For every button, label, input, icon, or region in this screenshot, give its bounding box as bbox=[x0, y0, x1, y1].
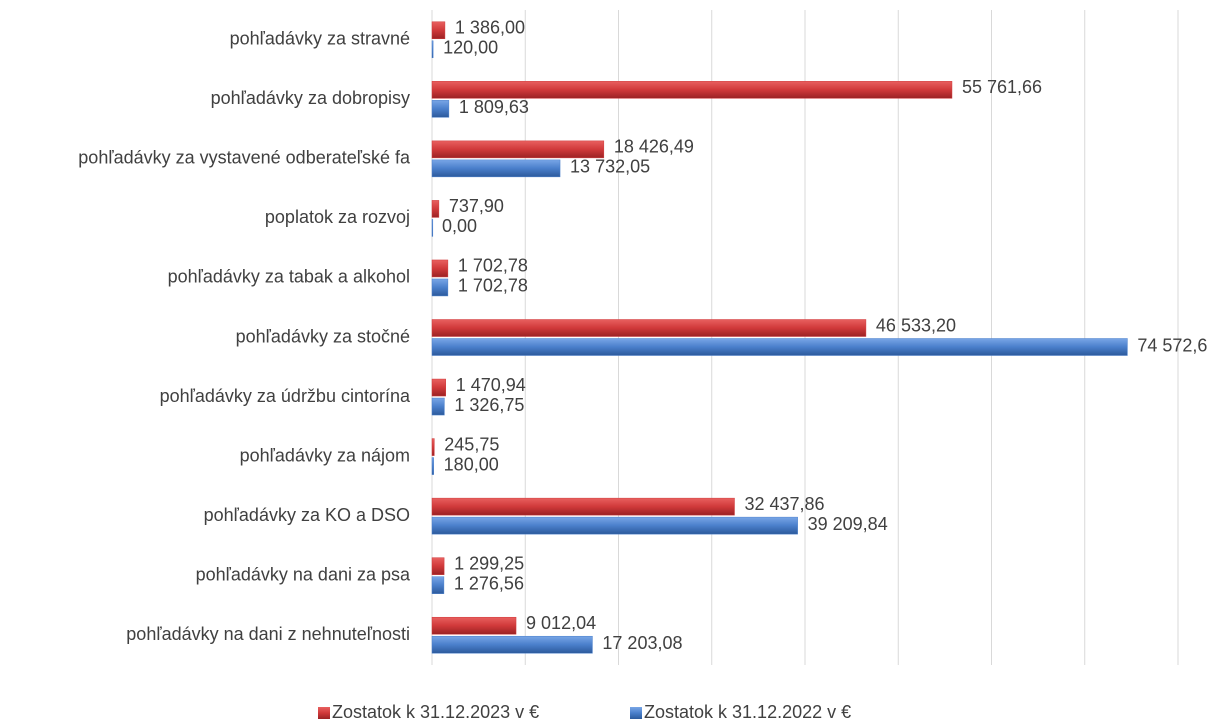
bar bbox=[431, 319, 867, 337]
y-tick-label: poplatok za rozvoj bbox=[265, 207, 410, 227]
bar bbox=[431, 278, 449, 297]
bar bbox=[431, 516, 798, 535]
data-label: 1 276,56 bbox=[454, 573, 524, 593]
bar bbox=[431, 397, 445, 416]
legend-label: Zostatok k 31.12.2023 v € bbox=[332, 702, 539, 722]
data-label: 39 209,84 bbox=[808, 514, 888, 534]
data-label: 1 470,94 bbox=[456, 375, 526, 395]
bar bbox=[431, 378, 446, 397]
legend-swatch bbox=[318, 707, 330, 719]
bar bbox=[431, 438, 435, 456]
y-tick-label: pohľadávky na dani za psa bbox=[196, 564, 411, 584]
y-tick-label: pohľadávky za stravné bbox=[230, 29, 410, 49]
bar bbox=[431, 219, 434, 237]
y-tick-label: pohľadávky za údržbu cintorína bbox=[160, 386, 411, 406]
bar bbox=[431, 576, 445, 594]
data-label: 0,00 bbox=[442, 216, 477, 236]
y-tick-label: pohľadávky na dani z nehnuteľnosti bbox=[126, 624, 410, 644]
bar bbox=[431, 200, 440, 218]
data-label: 245,75 bbox=[444, 434, 499, 454]
bar bbox=[431, 81, 953, 99]
bar bbox=[431, 21, 446, 40]
data-label: 180,00 bbox=[444, 454, 499, 474]
bar bbox=[431, 100, 450, 118]
data-label: 1 702,78 bbox=[458, 276, 528, 296]
y-tick-label: pohľadávky za tabak a alkohol bbox=[168, 267, 410, 287]
data-label: 1 386,00 bbox=[455, 18, 525, 38]
legend-swatch bbox=[630, 707, 642, 719]
y-tick-label: pohľadávky za dobropisy bbox=[211, 88, 410, 108]
data-label: 9 012,04 bbox=[526, 613, 596, 633]
bar bbox=[431, 457, 434, 475]
data-label: 1 702,78 bbox=[458, 256, 528, 276]
data-label: 1 809,63 bbox=[459, 97, 529, 117]
data-label: 55 761,66 bbox=[962, 77, 1042, 97]
y-tick-label: pohľadávky za KO a DSO bbox=[204, 505, 410, 525]
y-tick-label: pohľadávky za nájom bbox=[240, 445, 410, 465]
legend-label: Zostatok k 31.12.2022 v € bbox=[644, 702, 851, 722]
bar bbox=[431, 40, 434, 59]
bar bbox=[431, 635, 593, 654]
data-label: 737,90 bbox=[449, 196, 504, 216]
y-tick-label: pohľadávky za stočné bbox=[236, 326, 410, 346]
data-label: 74 572,66 bbox=[1137, 335, 1207, 355]
data-label: 17 203,08 bbox=[602, 633, 682, 653]
bar bbox=[431, 497, 735, 516]
data-label: 1 326,75 bbox=[454, 395, 524, 415]
bar bbox=[431, 140, 605, 159]
bar bbox=[431, 338, 1128, 356]
data-label: 13 732,05 bbox=[570, 157, 650, 177]
data-label: 120,00 bbox=[443, 38, 498, 58]
y-tick-label: pohľadávky za vystavené odberateľské fa bbox=[78, 148, 411, 168]
bar bbox=[431, 159, 561, 178]
data-label: 18 426,49 bbox=[614, 137, 694, 157]
bar bbox=[431, 616, 517, 635]
data-label: 32 437,86 bbox=[744, 494, 824, 514]
data-label: 46 533,20 bbox=[876, 315, 956, 335]
data-label: 1 299,25 bbox=[454, 553, 524, 573]
bar bbox=[431, 259, 449, 278]
bar bbox=[431, 557, 445, 575]
